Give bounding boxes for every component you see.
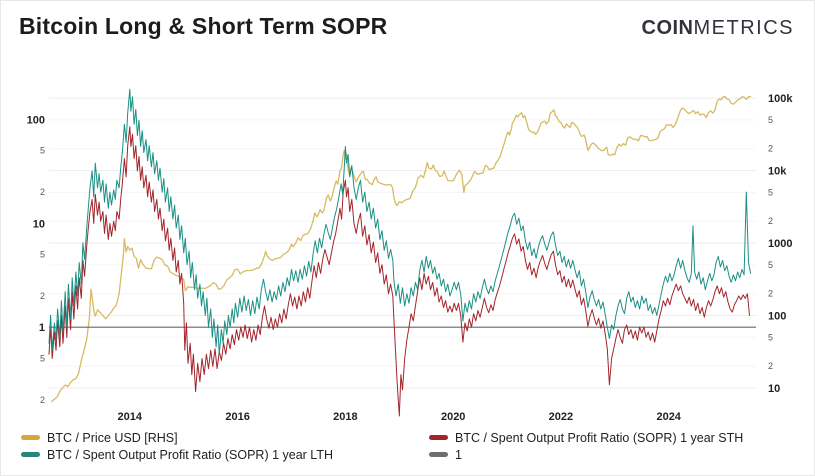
chart-title: Bitcoin Long & Short Term SOPR [19, 13, 388, 39]
right-axis-tick-label: 100 [768, 311, 786, 323]
right-axis-tick-label: 2 [768, 216, 773, 226]
left-axis-tick-label: 10 [33, 218, 45, 230]
legend-label: BTC / Spent Output Profit Ratio (SOPR) 1… [47, 447, 333, 462]
legend-column-right: BTC / Spent Output Profit Ratio (SOPR) 1… [429, 429, 743, 463]
left-axis-tick-label: 2 [40, 187, 45, 197]
legend-item[interactable]: BTC / Spent Output Profit Ratio (SOPR) 1… [21, 446, 333, 463]
legend-column-left: BTC / Price USD [RHS] BTC / Spent Output … [21, 429, 333, 463]
left-axis-tick-label: 5 [40, 146, 45, 156]
right-axis-tick-label: 2 [768, 144, 773, 154]
series-line-price [51, 95, 752, 403]
logo-metrics-text: METRICS [693, 17, 794, 39]
left-axis-tick-label: 2 [40, 395, 45, 405]
x-axis-tick-label: 2014 [118, 411, 143, 423]
legend-item[interactable]: 1 [429, 446, 743, 463]
legend-label: BTC / Price USD [RHS] [47, 430, 178, 445]
legend-label: BTC / Spent Output Profit Ratio (SOPR) 1… [455, 430, 744, 445]
right-axis-tick-label: 2 [768, 361, 773, 371]
legend-item[interactable]: BTC / Spent Output Profit Ratio (SOPR) 1… [429, 429, 743, 446]
right-axis-tick-label: 10 [768, 383, 780, 395]
right-axis-tick-label: 5 [768, 187, 773, 197]
x-axis-tick-label: 2022 [549, 411, 573, 423]
legend-item[interactable]: BTC / Price USD [RHS] [21, 429, 333, 446]
chart-header: Bitcoin Long & Short Term SOPR COINMETRI… [1, 1, 814, 57]
right-axis-tick-label: 100k [768, 93, 793, 105]
right-axis-tick-label: 10k [768, 166, 787, 178]
logo-coin-text: COIN [641, 17, 694, 39]
legend-swatch-icon [21, 435, 40, 440]
legend-swatch-icon [429, 435, 448, 440]
right-axis-tick-label: 5 [768, 260, 773, 270]
legend-swatch-icon [429, 452, 448, 457]
right-axis-tick-label: 5 [768, 332, 773, 342]
series-line-sth-sopr [48, 126, 750, 417]
legend-label: 1 [455, 447, 462, 462]
right-axis-tick-label: 2 [768, 289, 773, 299]
x-axis-tick-label: 2018 [333, 411, 357, 423]
coinmetrics-logo: COINMETRICS [642, 17, 795, 40]
legend-swatch-icon [21, 452, 40, 457]
left-axis-tick-label: 1 [39, 322, 45, 334]
right-axis-tick-label: 5 [768, 115, 773, 125]
x-axis-tick-label: 2016 [225, 411, 249, 423]
left-axis-tick-label: 5 [40, 250, 45, 260]
series-line-lth-sopr [48, 88, 752, 355]
left-axis-tick-label: 5 [40, 354, 45, 364]
left-axis-tick-label: 100 [27, 115, 45, 127]
x-axis-tick-label: 2020 [441, 411, 465, 423]
right-axis-tick-label: 1000 [768, 238, 792, 250]
left-axis-tick-label: 2 [40, 291, 45, 301]
x-axis-tick-label: 2024 [656, 411, 681, 423]
